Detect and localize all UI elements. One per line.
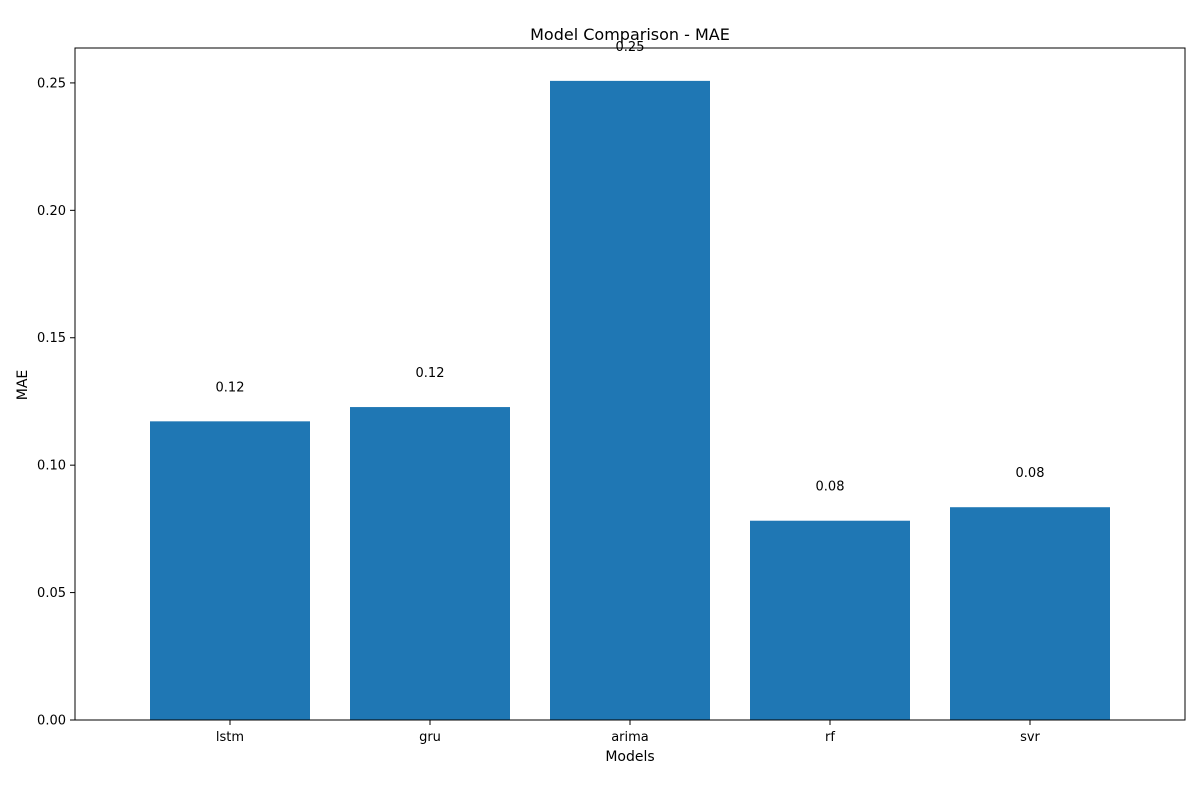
bar-lstm — [150, 421, 310, 720]
data-label-gru: 0.12 — [416, 366, 445, 381]
y-tick-label-2: 0.10 — [37, 459, 66, 474]
bar-arima — [550, 80, 710, 720]
y-axis-ticks: 0.00 0.05 0.10 0.15 0.20 0.25 — [37, 76, 75, 729]
chart-title: Model Comparison - MAE — [530, 25, 730, 44]
x-axis-ticks: lstm gru arima rf svr — [216, 720, 1041, 745]
y-tick-label-1: 0.05 — [37, 586, 66, 601]
x-tick-label-gru: gru — [419, 730, 441, 745]
data-label-svr: 0.08 — [1016, 466, 1045, 481]
data-label-group: 0.12 0.12 0.25 0.08 0.08 — [216, 40, 1045, 495]
data-label-rf: 0.08 — [816, 480, 845, 495]
y-tick-label-3: 0.15 — [37, 331, 66, 346]
x-tick-label-rf: rf — [825, 730, 835, 745]
y-axis-label: MAE — [15, 370, 31, 401]
x-tick-label-svr: svr — [1020, 730, 1040, 745]
bar-rf — [750, 520, 910, 720]
data-label-arima: 0.25 — [616, 40, 645, 55]
bar-svr — [950, 507, 1110, 720]
y-tick-label-4: 0.20 — [37, 204, 66, 219]
data-label-lstm: 0.12 — [216, 380, 245, 395]
x-tick-label-lstm: lstm — [216, 730, 244, 745]
x-axis-label: Models — [605, 749, 654, 765]
bar-gru — [350, 407, 510, 720]
y-tick-label-5: 0.25 — [37, 76, 66, 91]
bar-group — [150, 80, 1110, 720]
x-tick-label-arima: arima — [611, 730, 649, 745]
y-tick-label-0: 0.00 — [37, 714, 66, 729]
